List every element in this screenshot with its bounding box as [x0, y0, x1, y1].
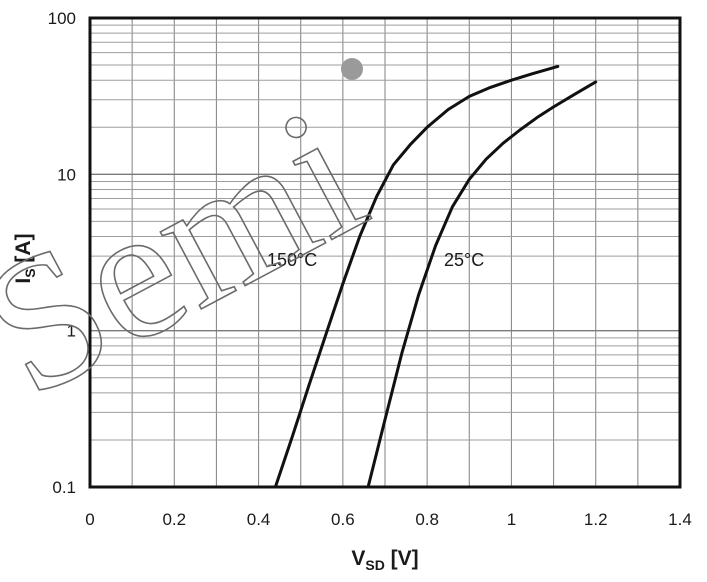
x-tick-label: 0 [85, 510, 94, 529]
series-line-25c [366, 80, 598, 489]
grid [90, 18, 680, 487]
x-tick-label: 0.4 [247, 510, 271, 529]
y-tick-label: 1 [67, 322, 76, 341]
x-axis-title: VSD [V] [351, 547, 418, 573]
watermark-dot [341, 58, 363, 80]
y-axis-title-sub: S [22, 268, 38, 277]
y-tick-labels: 0.1 1 10 100 [48, 9, 76, 497]
x-tick-label: 1.4 [668, 510, 692, 529]
plot-frame [88, 16, 682, 489]
series-layer [273, 64, 598, 489]
x-tick-label: 0.2 [162, 510, 186, 529]
x-tick-label: 1.2 [584, 510, 608, 529]
watermark: Semi [0, 58, 395, 438]
x-axis-title-main: V [351, 547, 365, 570]
curve-label: 25°C [444, 250, 484, 270]
x-axis-title-unit: [V] [385, 547, 419, 570]
y-axis-title: IS [A] [12, 233, 38, 283]
x-tick-label: 0.8 [415, 510, 439, 529]
y-axis-title-unit: [A] [12, 233, 35, 268]
x-axis-title-sub: SD [365, 557, 384, 573]
x-tick-label: 0.6 [331, 510, 355, 529]
watermark-text: Semi [0, 68, 395, 437]
series-line-150c [273, 64, 560, 489]
x-tick-labels: 0 0.2 0.4 0.6 0.8 1 1.2 1.4 [85, 510, 692, 529]
curve-labels: 150°C 25°C [267, 250, 484, 270]
y-tick-label: 0.1 [52, 478, 76, 497]
y-axis-title-main: I [12, 278, 35, 284]
x-tick-label: 1 [507, 510, 516, 529]
y-tick-label: 10 [57, 165, 76, 184]
y-tick-label: 100 [48, 9, 76, 28]
curve-label: 150°C [267, 250, 317, 270]
